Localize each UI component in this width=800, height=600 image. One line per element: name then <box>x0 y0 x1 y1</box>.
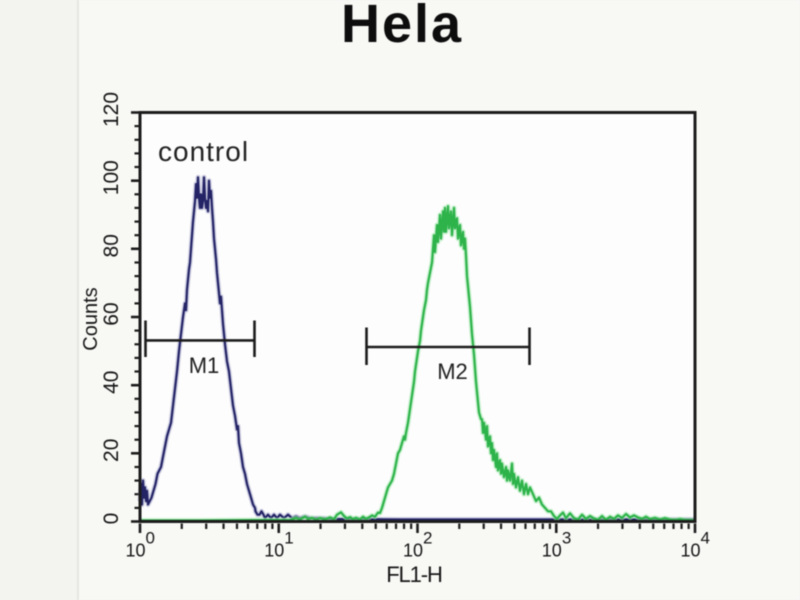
svg-text:40: 40 <box>100 371 123 394</box>
svg-text:80: 80 <box>100 234 123 257</box>
svg-text:FL1-H: FL1-H <box>386 562 442 587</box>
svg-text:Hela: Hela <box>341 0 463 54</box>
svg-text:100: 100 <box>100 160 123 195</box>
svg-text:control: control <box>158 136 249 167</box>
svg-text:M1: M1 <box>189 353 220 378</box>
svg-text:120: 120 <box>100 92 123 127</box>
svg-text:M2: M2 <box>437 359 468 384</box>
svg-text:Counts: Counts <box>80 287 102 350</box>
svg-text:20: 20 <box>100 439 123 462</box>
svg-text:60: 60 <box>100 302 123 325</box>
svg-text:0: 0 <box>100 513 123 525</box>
